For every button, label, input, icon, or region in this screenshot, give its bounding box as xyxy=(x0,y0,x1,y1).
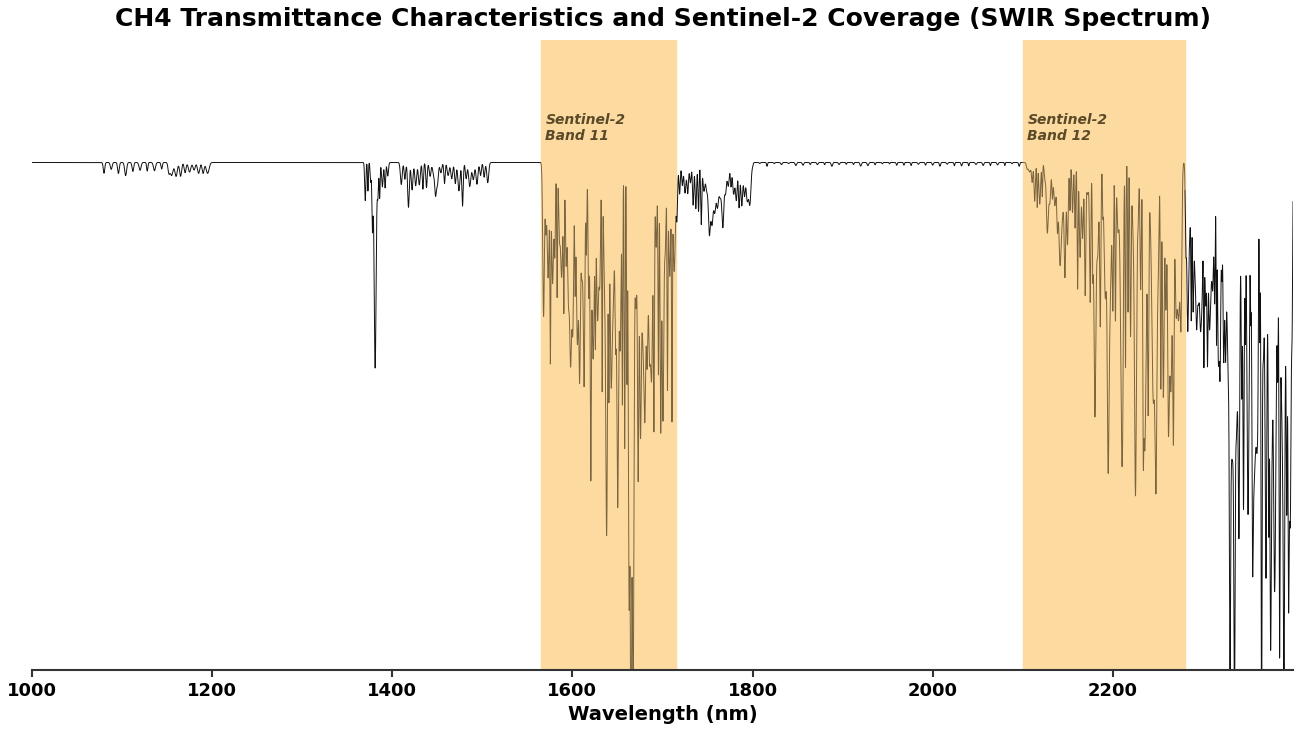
Bar xyxy=(1023,39,1186,670)
Text: Sentinel-2
Band 12: Sentinel-2 Band 12 xyxy=(1027,113,1108,143)
X-axis label: Wavelength (nm): Wavelength (nm) xyxy=(568,705,758,724)
Text: Sentinel-2
Band 11: Sentinel-2 Band 11 xyxy=(546,113,625,143)
Bar xyxy=(541,39,676,670)
Title: CH4 Transmittance Characteristics and Sentinel-2 Coverage (SWIR Spectrum): CH4 Transmittance Characteristics and Se… xyxy=(114,7,1210,31)
